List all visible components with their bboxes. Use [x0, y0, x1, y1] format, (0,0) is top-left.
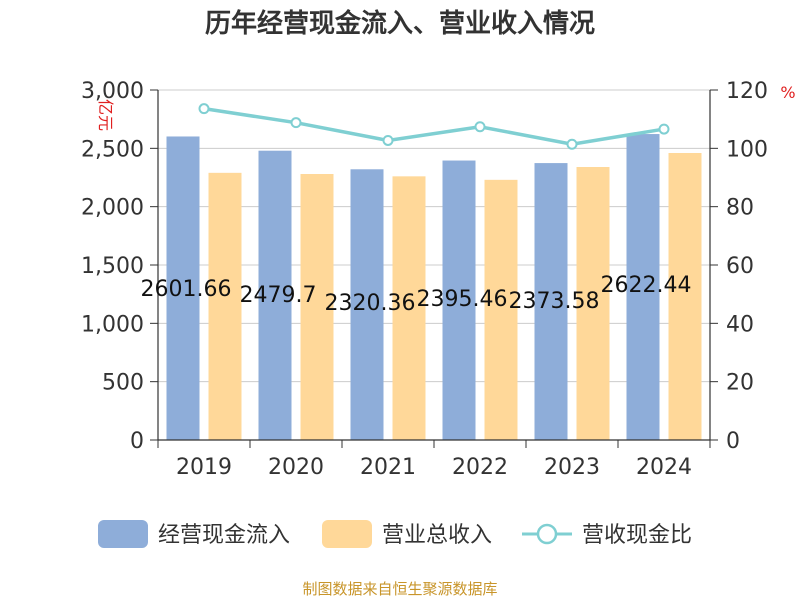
- left-tick-label: 500: [102, 371, 144, 396]
- data-label: 2601.66: [141, 277, 232, 302]
- legend-swatch-ratio-marker: [536, 523, 558, 545]
- right-tick-label: 100: [726, 137, 768, 162]
- data-label: 2373.58: [509, 289, 600, 314]
- bar-revenue: [484, 179, 518, 441]
- source-note: 制图数据来自恒生聚源数据库: [302, 580, 497, 598]
- axes: 0 500 1,000 1,500 2,000 2,500 3,000 0 20 40 60 80 10…: [81, 79, 768, 480]
- bar-cash-inflow: [258, 150, 292, 440]
- ratio-line-path: [203, 106, 665, 147]
- legend-label-ratio: 营收现金比: [582, 523, 692, 548]
- bar-cash-inflow: [350, 169, 384, 441]
- bar-revenue: [208, 172, 242, 441]
- ratio-point: [566, 138, 578, 150]
- data-label: 2622.44: [601, 273, 692, 298]
- right-tick-label: 40: [726, 312, 754, 337]
- left-tick-label: 2,500: [81, 137, 144, 162]
- data-labels: 2601.66 2479.7 2320.36 2395.46 2373.582622.4…: [141, 273, 692, 316]
- bar-revenue: [392, 176, 426, 441]
- x-tick-label: 2019: [176, 455, 232, 480]
- bar-cash-inflow: [534, 163, 568, 440]
- x-tick-label: 2024: [636, 455, 692, 480]
- left-axis-unit: 亿元: [96, 99, 115, 131]
- ratio-point: [290, 117, 302, 129]
- data-label: 2320.36: [325, 291, 416, 316]
- x-tick-label: 2020: [268, 455, 324, 480]
- left-tick-label: 3,000: [81, 79, 144, 104]
- left-tick-label: 0: [130, 429, 144, 454]
- left-tick-label: 1,000: [81, 312, 144, 337]
- data-label: 2479.7: [240, 283, 317, 308]
- bar-revenue: [668, 153, 702, 440]
- bars: [166, 134, 702, 441]
- x-tick-label: 2021: [360, 455, 416, 480]
- ratio-point: [658, 123, 670, 135]
- left-tick-label: 1,500: [81, 254, 144, 279]
- left-tick-label: 2,000: [81, 196, 144, 221]
- right-tick-label: 120: [726, 79, 768, 104]
- legend-swatch-revenue: [322, 520, 372, 548]
- right-axis-unit: %: [780, 83, 795, 102]
- right-tick-label: 0: [726, 429, 740, 454]
- right-tick-label: 80: [726, 196, 754, 221]
- ratio-point: [382, 134, 394, 146]
- chart-title: 历年经营现金流入、营业收入情况: [205, 8, 595, 39]
- legend-label-cash-inflow: 经营现金流入: [158, 523, 290, 548]
- ratio-point: [474, 121, 486, 133]
- ratio-point: [198, 103, 210, 115]
- legend-swatch-cash-inflow: [98, 520, 148, 548]
- bar-revenue: [300, 174, 334, 440]
- x-tick-label: 2023: [544, 455, 600, 480]
- bar-cash-inflow: [442, 160, 476, 440]
- right-tick-label: 20: [726, 371, 754, 396]
- right-tick-label: 60: [726, 254, 754, 279]
- ratio-line: [198, 103, 670, 150]
- bar-cash-inflow: [166, 136, 200, 440]
- legend-label-revenue: 营业总收入: [382, 523, 492, 548]
- bar-cash-inflow: [626, 134, 660, 441]
- x-tick-label: 2022: [452, 455, 508, 480]
- data-label: 2395.46: [417, 287, 508, 312]
- legend: 经营现金流入 营业总收入 营收现金比: [98, 520, 692, 548]
- bar-revenue: [576, 167, 610, 440]
